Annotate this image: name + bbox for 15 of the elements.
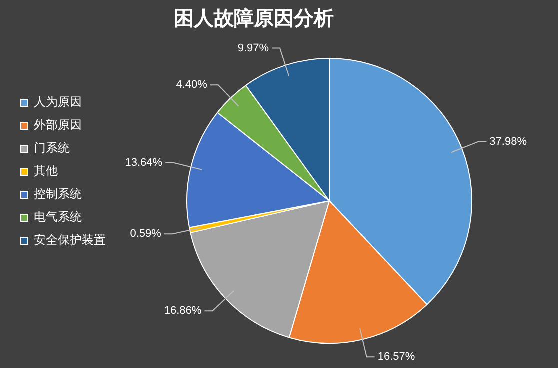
legend-label: 外部原因 xyxy=(34,118,82,132)
data-label: 0.59% xyxy=(130,228,162,240)
legend-label: 人为原因 xyxy=(34,95,82,110)
legend-label: 安全保护装置 xyxy=(34,233,106,248)
legend-label: 其他 xyxy=(34,164,58,178)
data-label: 16.57% xyxy=(378,351,416,364)
data-label: 13.64% xyxy=(125,156,163,169)
legend-label: 电气系统 xyxy=(34,210,82,224)
data-label: 9.97% xyxy=(238,42,270,54)
chart-title: 困人故障原因分析 xyxy=(174,6,334,30)
legend-label: 控制系统 xyxy=(34,187,82,202)
legend-label: 门系统 xyxy=(34,141,70,156)
data-label: 37.98% xyxy=(490,136,528,148)
data-label: 4.40% xyxy=(176,79,208,92)
data-label: 16.86% xyxy=(164,305,202,318)
